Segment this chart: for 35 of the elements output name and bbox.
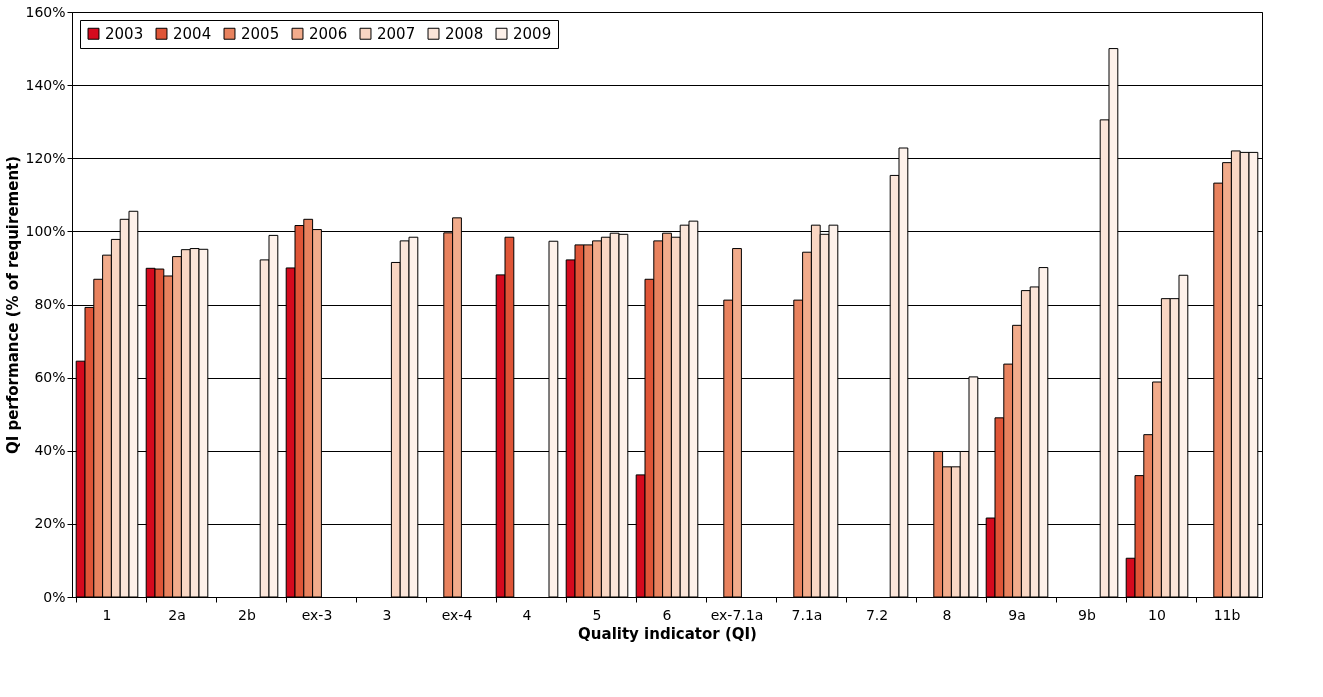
x-tick-label: ex-4 xyxy=(441,606,473,623)
x-tick-label: 7.2 xyxy=(865,606,889,623)
y-tick-label: 0% xyxy=(43,588,66,605)
y-tick-label: 120% xyxy=(25,149,66,166)
x-tick-label: 6 xyxy=(662,606,672,623)
x-axis-title: Quality indicator (QI) xyxy=(578,624,757,643)
legend-label: 2005 xyxy=(241,24,280,43)
x-tick-label: 9b xyxy=(1078,606,1097,623)
x-tick-label: 1 xyxy=(102,606,112,623)
x-tick-label: 2b xyxy=(238,606,257,623)
legend-label: 2009 xyxy=(513,24,552,43)
y-tick-label: 140% xyxy=(25,76,66,93)
legend-label: 2003 xyxy=(105,24,144,43)
x-tick-label: 8 xyxy=(942,606,952,623)
x-tick-label: 2a xyxy=(168,606,186,623)
x-tick-label: 4 xyxy=(522,606,532,623)
legend-label: 2006 xyxy=(309,24,348,43)
x-tick-label: ex-7.1a xyxy=(710,606,764,623)
x-tick-label: 7.1a xyxy=(791,606,823,623)
y-tick-label: 160% xyxy=(25,3,66,20)
y-tick-label: 40% xyxy=(34,442,66,459)
legend-label: 2008 xyxy=(445,24,484,43)
y-tick-label: 60% xyxy=(34,369,66,386)
x-tick-label: 11b xyxy=(1213,606,1241,623)
legend-label: 2004 xyxy=(173,24,212,43)
y-tick-label: 80% xyxy=(34,296,66,312)
y-axis-title: QI performance (% of requirement) xyxy=(4,155,23,455)
legend-label: 2007 xyxy=(377,24,416,43)
y-tick-label: 100% xyxy=(25,222,66,239)
x-tick-label: 5 xyxy=(592,606,602,623)
x-tick-label: 3 xyxy=(382,606,392,623)
x-tick-label: ex-3 xyxy=(301,606,333,623)
x-tick-label: 9a xyxy=(1008,606,1026,623)
y-tick-label: 20% xyxy=(34,515,66,532)
x-tick-label: 10 xyxy=(1148,606,1166,623)
